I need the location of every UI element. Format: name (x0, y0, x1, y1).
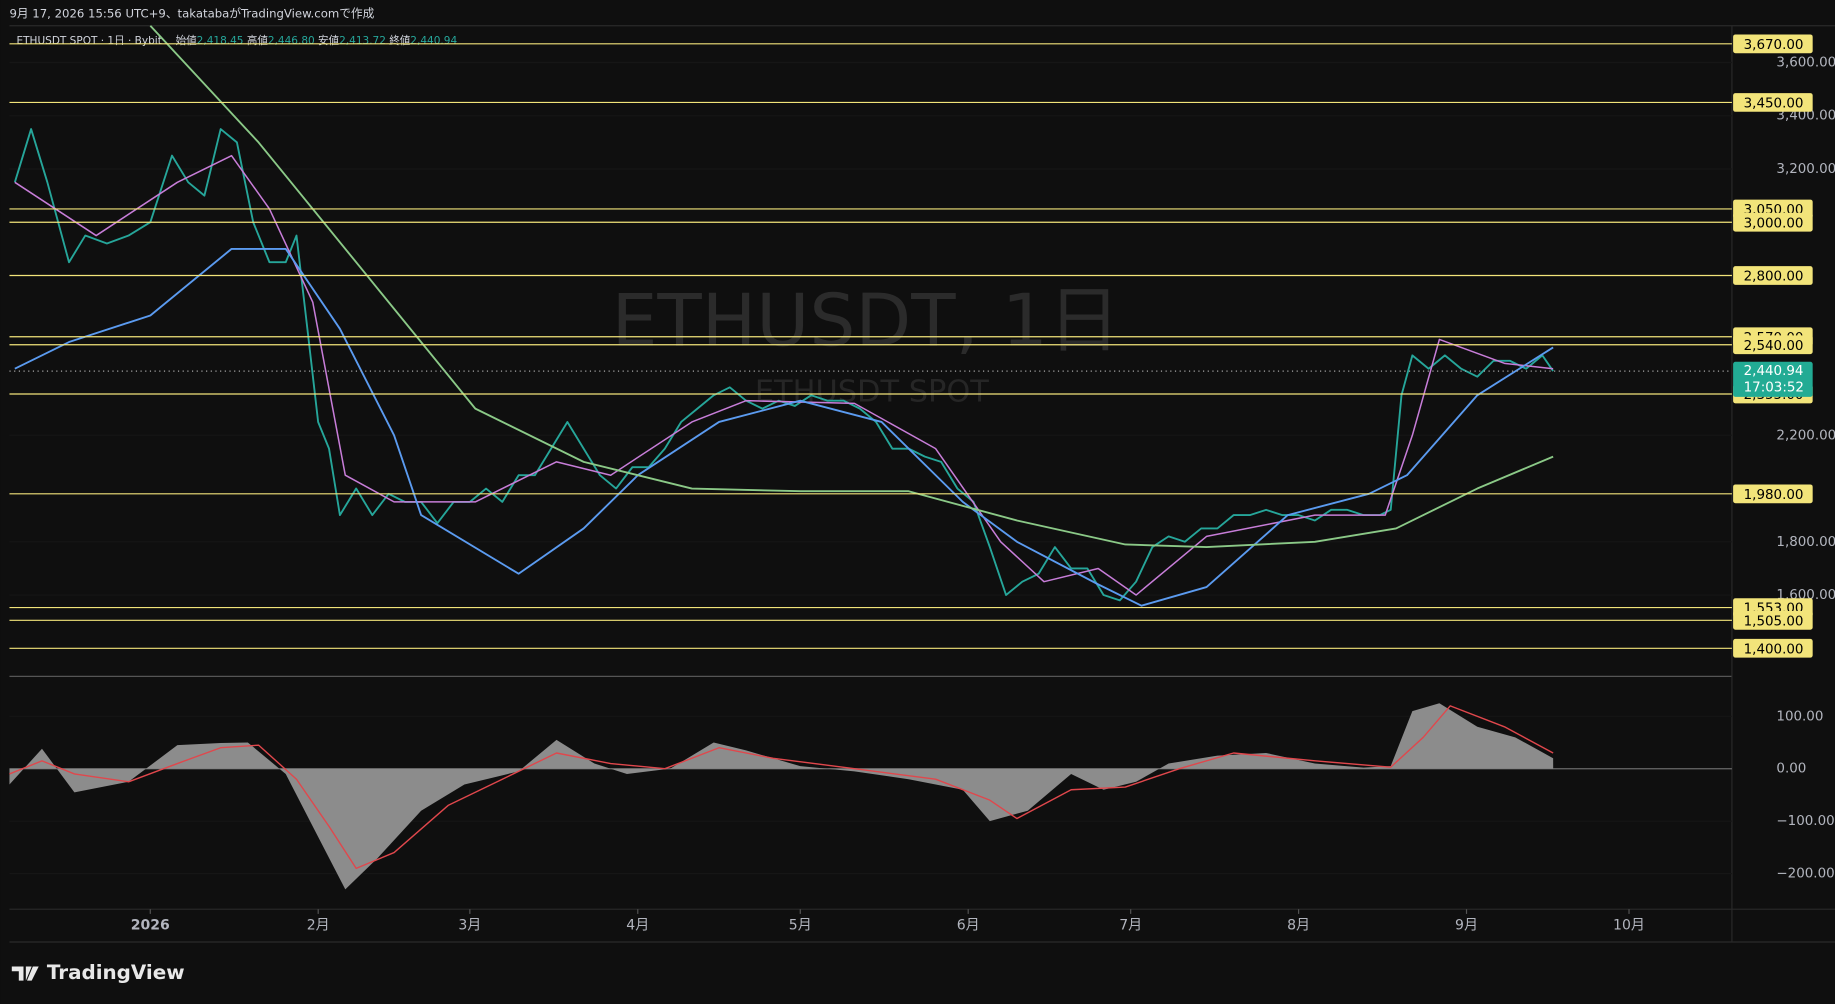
ohlc: 始値2,418.45 高値2,446.80 安値2,413.72 終値2,440… (176, 34, 458, 47)
y-tick-label: −200.00 (1776, 867, 1834, 882)
logo-text: TradingView (47, 961, 185, 984)
line (13, 128, 1554, 602)
level-box (1733, 484, 1813, 504)
level-box (1733, 212, 1813, 232)
x-tick-label: 7月 (1119, 918, 1142, 934)
x-tick-label: 5月 (789, 918, 812, 934)
level-label: 1,980.00 (1744, 488, 1804, 503)
line (9, 705, 1554, 870)
y-tick-label: 3,400.00 (1776, 109, 1835, 124)
level-label: 1,505.00 (1744, 615, 1804, 630)
level-box (1733, 34, 1813, 54)
level-label: 3,000.00 (1744, 216, 1804, 231)
x-tick-label: 10月 (1613, 918, 1645, 934)
logo[interactable]: TradingView (11, 961, 185, 984)
level-box (1733, 93, 1813, 112)
y-tick-label: 0.00 (1776, 762, 1806, 777)
level-box (1733, 335, 1813, 355)
legend-line: ETHUSDT SPOT · 1日 · Bybit 始値2,418.45 高値2… (16, 34, 457, 47)
open: 2,418.45 (197, 35, 244, 47)
area (9, 703, 1554, 890)
y-tick-label: 100.00 (1776, 709, 1823, 724)
low-label: 安値 (318, 34, 340, 47)
open-label: 始値 (176, 34, 198, 47)
last-price-label: 2,440.94 (1744, 364, 1804, 379)
close-label: 終値 (389, 34, 411, 47)
pane: 100.00 0.00 −100.00 −200.00 (9, 703, 1835, 890)
logo-mark (11, 966, 39, 981)
level-box (1733, 266, 1813, 285)
y-tick-label: 1,800.00 (1776, 535, 1835, 550)
y-tick-label: 3,600.00 (1776, 55, 1835, 70)
level-label: 1,400.00 (1744, 642, 1804, 657)
x-tick-label: 6月 (957, 918, 980, 934)
last-price-box (1733, 361, 1813, 397)
x-tick-label: 3月 (458, 918, 481, 934)
level-label: 2,800.00 (1744, 270, 1804, 285)
level-label: 3,450.00 (1744, 97, 1804, 112)
level-box (1733, 610, 1813, 630)
level-label: 2,540.00 (1744, 339, 1804, 354)
x-tick-label: 2月 (307, 918, 330, 934)
x-tick-label: 2026 (131, 918, 170, 934)
symbol: ETHUSDT SPOT · 1日 · Bybit (16, 35, 161, 47)
y-tick-label: 3,200.00 (1776, 162, 1835, 177)
countdown: 17:03:52 (1744, 380, 1804, 395)
close: 2,440.94 (410, 35, 457, 47)
pane: 3,600.00 3,400.00 3,200.00 2,200.00 1,800.00… (9, 25, 1835, 934)
line (14, 154, 1554, 596)
x-tick-label: 4月 (626, 918, 649, 934)
x-tick-label: 9月 (1455, 918, 1478, 934)
level-label: 3,670.00 (1744, 38, 1804, 53)
line (149, 25, 1554, 548)
watermark-sub: ETHUSDT SPOT (755, 375, 989, 410)
line (14, 247, 1554, 607)
x-tick-label: 8月 (1287, 918, 1310, 934)
high-label: 高値 (247, 34, 269, 47)
level-box (1733, 638, 1813, 658)
low: 2,413.72 (339, 35, 386, 47)
y-tick-label: 2,200.00 (1776, 428, 1835, 443)
caption: 9月 17, 2026 15:56 UTC+9、takatabaがTrading… (9, 7, 374, 21)
y-tick-label: −100.00 (1776, 814, 1834, 829)
watermark: ETHUSDT, 1日 (612, 279, 1121, 363)
high: 2,446.80 (268, 35, 315, 47)
